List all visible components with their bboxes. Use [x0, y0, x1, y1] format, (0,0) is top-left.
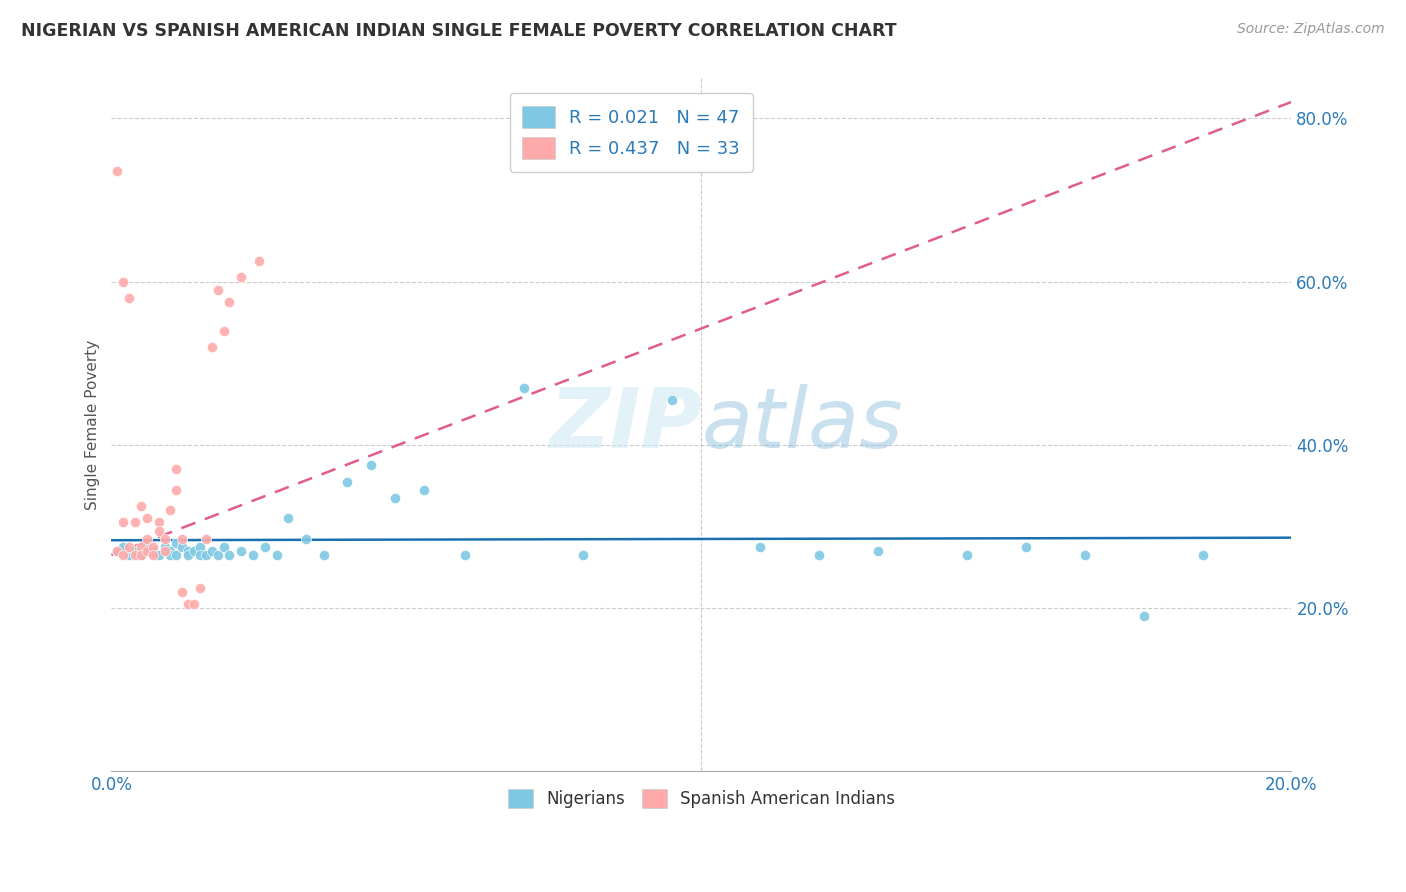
Legend: Nigerians, Spanish American Indians: Nigerians, Spanish American Indians	[501, 782, 901, 815]
Point	[336, 475, 359, 489]
Point	[172, 540, 194, 554]
Point	[148, 524, 170, 538]
Point	[129, 540, 152, 554]
Point	[159, 548, 181, 562]
Point	[112, 275, 135, 289]
Point	[360, 458, 382, 473]
Point	[142, 540, 165, 554]
Point	[159, 544, 181, 558]
Point	[183, 597, 205, 611]
Point	[513, 381, 536, 395]
Point	[165, 548, 187, 562]
Text: Source: ZipAtlas.com: Source: ZipAtlas.com	[1237, 22, 1385, 37]
Point	[118, 540, 141, 554]
Point	[118, 291, 141, 305]
Point	[201, 340, 224, 354]
Y-axis label: Single Female Poverty: Single Female Poverty	[86, 339, 100, 509]
Text: ZIP: ZIP	[548, 384, 702, 465]
Point	[153, 540, 176, 554]
Point	[135, 540, 157, 554]
Point	[124, 548, 146, 562]
Point	[105, 544, 128, 558]
Point	[188, 540, 211, 554]
Point	[956, 548, 979, 562]
Point	[105, 544, 128, 558]
Point	[142, 544, 165, 558]
Point	[194, 532, 217, 546]
Point	[661, 392, 683, 407]
Point	[124, 544, 146, 558]
Point	[454, 548, 477, 562]
Point	[172, 532, 194, 546]
Point	[142, 548, 165, 562]
Text: NIGERIAN VS SPANISH AMERICAN INDIAN SINGLE FEMALE POVERTY CORRELATION CHART: NIGERIAN VS SPANISH AMERICAN INDIAN SING…	[21, 22, 897, 40]
Point	[118, 548, 141, 562]
Point	[188, 581, 211, 595]
Point	[207, 283, 229, 297]
Point	[231, 270, 253, 285]
Point	[194, 548, 217, 562]
Point	[188, 548, 211, 562]
Point	[1192, 548, 1215, 562]
Point	[868, 544, 890, 558]
Point	[112, 548, 135, 562]
Point	[413, 483, 436, 497]
Point	[231, 544, 253, 558]
Point	[165, 462, 187, 476]
Point	[295, 532, 318, 546]
Point	[112, 516, 135, 530]
Point	[135, 511, 157, 525]
Point	[129, 499, 152, 513]
Point	[177, 548, 200, 562]
Point	[253, 540, 276, 554]
Text: atlas: atlas	[702, 384, 903, 465]
Point	[218, 295, 240, 310]
Point	[124, 516, 146, 530]
Point	[201, 544, 224, 558]
Point	[177, 597, 200, 611]
Point	[135, 532, 157, 546]
Point	[153, 532, 176, 546]
Point	[1015, 540, 1038, 554]
Point	[105, 164, 128, 178]
Point	[247, 254, 270, 268]
Point	[266, 548, 288, 562]
Point	[165, 536, 187, 550]
Point	[135, 544, 157, 558]
Point	[1133, 609, 1156, 624]
Point	[1074, 548, 1097, 562]
Point	[183, 544, 205, 558]
Point	[212, 324, 235, 338]
Point	[172, 584, 194, 599]
Point	[312, 548, 335, 562]
Point	[148, 548, 170, 562]
Point	[749, 540, 772, 554]
Point	[277, 511, 299, 525]
Point	[572, 548, 595, 562]
Point	[112, 540, 135, 554]
Point	[218, 548, 240, 562]
Point	[148, 516, 170, 530]
Point	[129, 548, 152, 562]
Point	[242, 548, 264, 562]
Point	[808, 548, 831, 562]
Point	[177, 544, 200, 558]
Point	[212, 540, 235, 554]
Point	[165, 483, 187, 497]
Point	[207, 548, 229, 562]
Point	[129, 548, 152, 562]
Point	[153, 544, 176, 558]
Point	[384, 491, 406, 505]
Point	[159, 503, 181, 517]
